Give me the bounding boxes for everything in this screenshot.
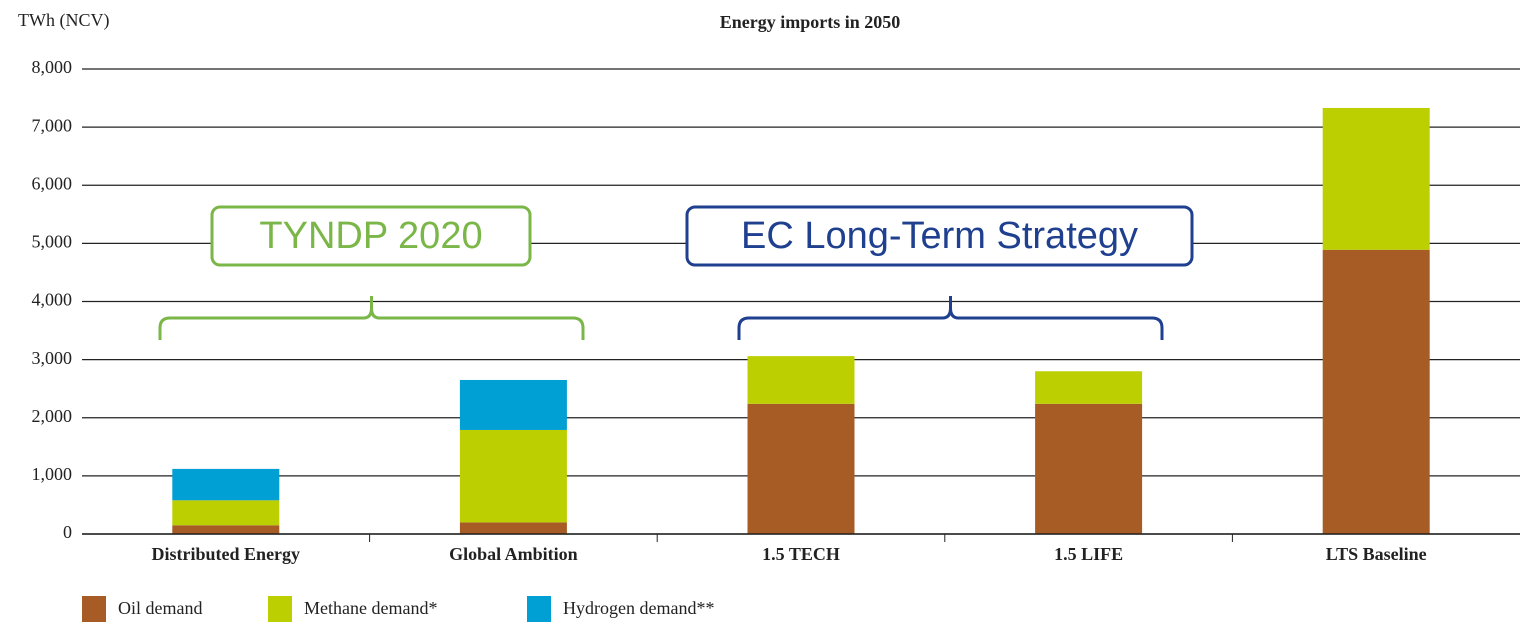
bar-segment [1035, 403, 1143, 534]
y-tick-label: 1,000 [32, 464, 73, 484]
x-tick-label: 1.5 LIFE [1054, 544, 1123, 564]
legend-swatch [268, 596, 292, 622]
y-tick-label: 3,000 [32, 348, 73, 368]
annotation-box [210, 205, 532, 267]
y-tick-label: 7,000 [32, 115, 73, 135]
annotation-box [685, 205, 1194, 267]
y-axis-label: TWh (NCV) [18, 10, 109, 31]
bar-segment [459, 379, 567, 430]
legend-label: Hydrogen demand** [563, 598, 714, 618]
chart-title: Energy imports in 2050 [720, 12, 901, 32]
bar-segment [172, 525, 280, 534]
bar-segment [172, 468, 280, 501]
legend-label: Methane demand* [304, 598, 437, 618]
x-tick-label: Distributed Energy [152, 544, 301, 564]
legend-label: Oil demand [118, 598, 202, 618]
annotation-text: EC Long-Term Strategy [741, 215, 1138, 257]
bar-segment [1035, 371, 1143, 404]
x-tick-label: LTS Baseline [1326, 544, 1427, 564]
annotation-brace [737, 296, 1164, 340]
bar-segment [172, 500, 280, 526]
bar-segment [459, 522, 567, 534]
y-tick-label: 6,000 [32, 173, 73, 193]
y-tick-label: 4,000 [32, 290, 73, 310]
bar-segment [1322, 249, 1430, 535]
annotation-brace [158, 296, 585, 340]
bar-segment [747, 403, 855, 534]
y-tick-label: 2,000 [32, 406, 73, 426]
legend-swatch [82, 596, 106, 622]
annotation-text: TYNDP 2020 [259, 215, 482, 257]
legend-swatch [527, 596, 551, 622]
bar-segment [459, 429, 567, 523]
x-tick-label: 1.5 TECH [762, 544, 840, 564]
y-tick-label: 0 [63, 522, 72, 542]
bar-segment [747, 356, 855, 404]
bar-segment [1322, 107, 1430, 250]
y-tick-label: 8,000 [32, 57, 73, 77]
x-tick-label: Global Ambition [449, 544, 578, 564]
y-tick-label: 5,000 [32, 232, 73, 252]
